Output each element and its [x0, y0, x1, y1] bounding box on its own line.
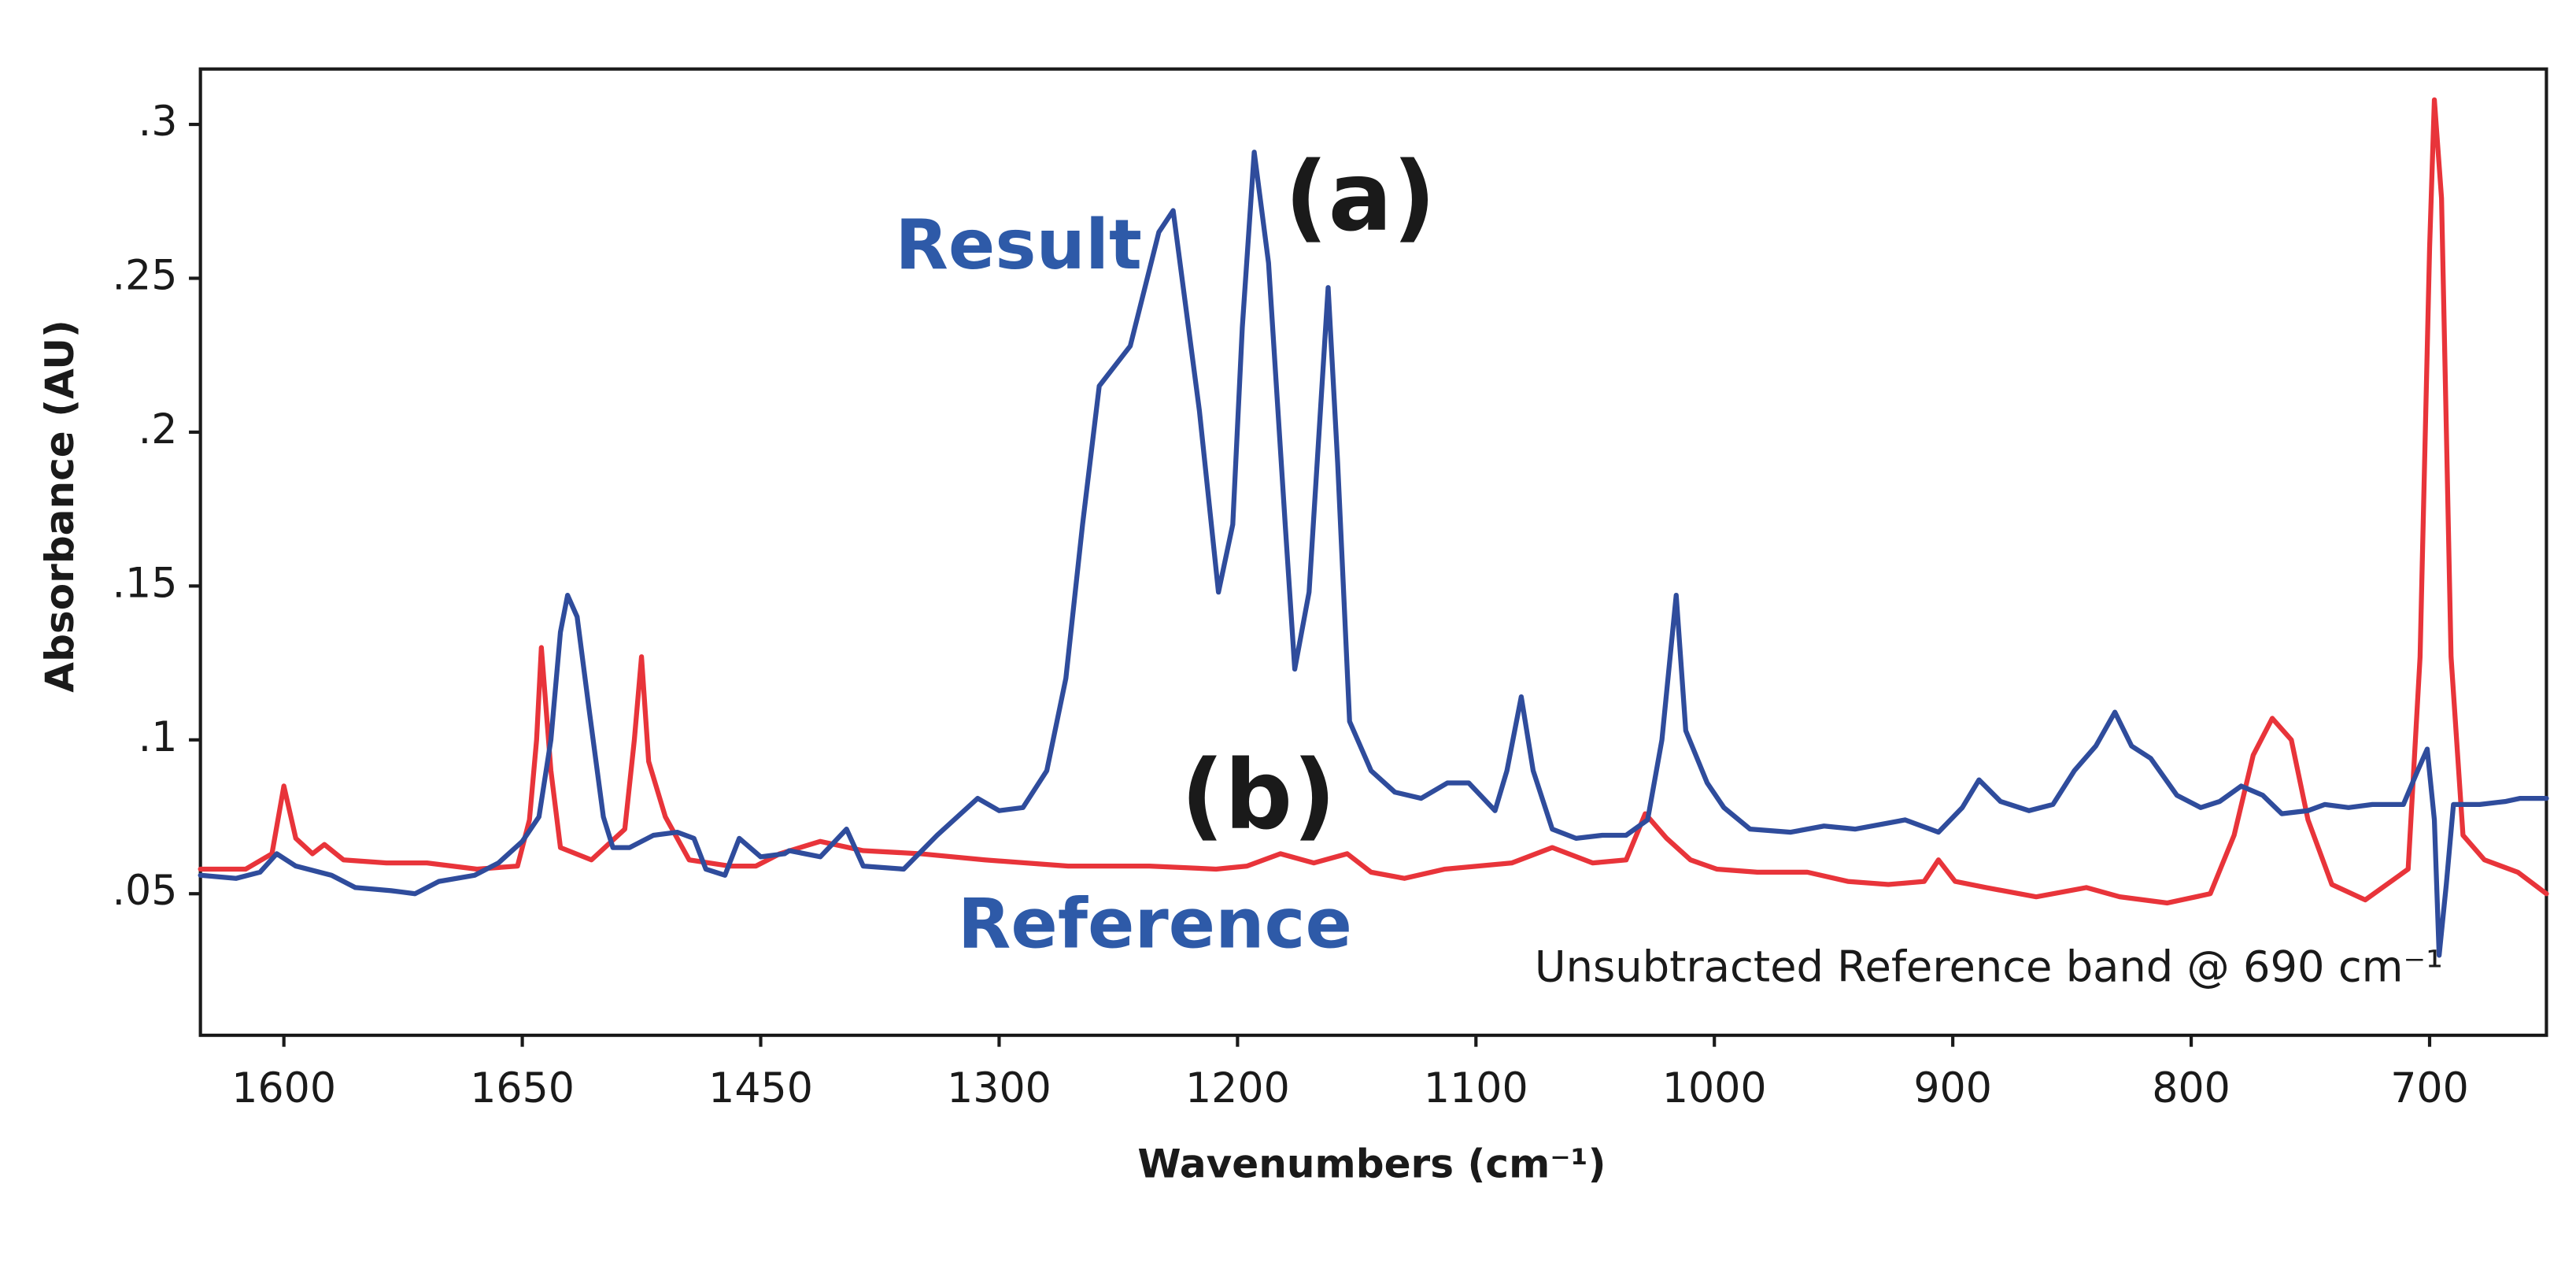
- y-tick-label: .05: [112, 868, 177, 915]
- series-label: Reference: [958, 883, 1352, 964]
- x-tick-label: 1450: [708, 1065, 813, 1112]
- annotation: Unsubtracted Reference band @ 690 cm⁻¹: [1535, 942, 2443, 992]
- x-tick-label: 1100: [1424, 1065, 1528, 1112]
- y-tick-label: .3: [139, 98, 178, 146]
- x-tick-label: 1000: [1662, 1065, 1767, 1112]
- x-axis-title: Wavenumbers (cm⁻¹): [1137, 1142, 1606, 1187]
- annotation: (b): [1181, 740, 1336, 851]
- y-tick-label: .25: [112, 252, 177, 299]
- y-tick-label: .2: [139, 406, 178, 453]
- y-tick-label: .1: [139, 714, 178, 761]
- series-label: Result: [895, 205, 1141, 285]
- x-tick-label: 900: [1913, 1065, 1992, 1112]
- x-tick-label: 800: [2152, 1065, 2230, 1112]
- x-tick-label: 1600: [231, 1065, 336, 1112]
- y-axis-title: Absorbance (AU): [37, 320, 83, 693]
- x-tick-label: 1650: [470, 1065, 575, 1112]
- x-tick-label: 1300: [947, 1065, 1051, 1112]
- plot-frame: [198, 67, 2548, 1038]
- spectrum-line: [198, 97, 2549, 906]
- x-tick-label: 1200: [1185, 1065, 1290, 1112]
- spectrum-line: [198, 150, 2549, 958]
- x-tick-label: 700: [2390, 1065, 2469, 1112]
- y-tick-label: .15: [112, 560, 177, 607]
- annotation: (a): [1284, 142, 1436, 253]
